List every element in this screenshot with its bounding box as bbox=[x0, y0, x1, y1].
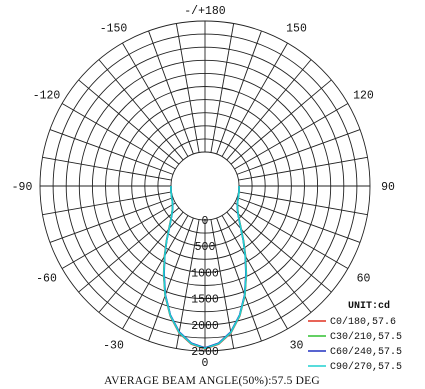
radial-label: 2500 bbox=[191, 346, 219, 359]
radial-label: 2000 bbox=[191, 320, 219, 333]
grid-spoke bbox=[42, 191, 172, 216]
grid-spoke bbox=[122, 215, 189, 330]
grid-spoke bbox=[230, 207, 332, 293]
grid-spoke bbox=[78, 79, 180, 165]
angle-label: 0 bbox=[202, 357, 209, 370]
radial-labels: 0 500 1000 1500 2000 2500 bbox=[191, 215, 219, 359]
grid-circle-hub bbox=[170, 151, 240, 221]
angle-label: -150 bbox=[100, 23, 128, 36]
grid-spoke bbox=[234, 202, 349, 269]
legend-label: C90/270,57.5 bbox=[330, 361, 402, 373]
angle-label: 60 bbox=[357, 273, 371, 286]
angle-label: 90 bbox=[381, 181, 395, 194]
series-curves bbox=[162, 185, 248, 350]
footer-beam-angle: AVERAGE BEAM ANGLE(50%):57.5 DEG bbox=[104, 375, 320, 387]
grid-spoke bbox=[226, 59, 312, 161]
angle-label: -90 bbox=[12, 181, 33, 194]
grid-spoke bbox=[175, 23, 200, 153]
grid-spoke bbox=[234, 103, 349, 170]
angle-label: 150 bbox=[286, 23, 307, 36]
radial-label: 500 bbox=[195, 241, 216, 254]
unit-label: UNIT:cd bbox=[348, 300, 390, 312]
grid-spoke bbox=[221, 42, 288, 157]
radial-label: 1000 bbox=[191, 267, 219, 280]
grid-spoke bbox=[236, 129, 361, 175]
grid-spoke bbox=[49, 129, 174, 175]
grid-spoke bbox=[122, 42, 189, 157]
grid-spoke bbox=[210, 23, 235, 153]
grid-spoke bbox=[210, 219, 235, 349]
grid-spoke bbox=[221, 215, 288, 330]
grid-spoke bbox=[42, 156, 172, 181]
grid-spoke bbox=[236, 197, 361, 243]
radial-label: 0 bbox=[202, 215, 209, 228]
grid-spoke bbox=[216, 217, 262, 342]
grid-spoke bbox=[238, 156, 368, 181]
grid-spoke bbox=[78, 207, 180, 293]
grid-spoke bbox=[216, 30, 262, 155]
grid-spoke bbox=[49, 197, 174, 243]
grid-spoke bbox=[238, 191, 368, 216]
angle-label: -120 bbox=[33, 90, 61, 103]
angle-labels: -/+180 150 -150 120 -120 90 -90 60 -60 30 -30 0 bbox=[12, 5, 395, 370]
angle-label: -30 bbox=[103, 339, 124, 352]
legend: C0/180,57.6 C30/210,57.5 C60/240,57.5 C90/2… bbox=[308, 316, 402, 373]
legend-label: C60/240,57.5 bbox=[330, 346, 402, 358]
angle-label: -60 bbox=[36, 273, 57, 286]
angle-label: 30 bbox=[290, 339, 304, 352]
grid-spoke bbox=[98, 59, 184, 161]
grid-spoke bbox=[175, 219, 200, 349]
grid-spoke bbox=[148, 30, 194, 155]
radial-label: 1500 bbox=[191, 294, 219, 307]
angle-label: -/+180 bbox=[184, 5, 226, 18]
series-curve-3 bbox=[162, 185, 248, 350]
grid-spoke bbox=[61, 103, 176, 170]
legend-label: C30/210,57.5 bbox=[330, 331, 402, 343]
angle-label: 120 bbox=[353, 90, 374, 103]
legend-label: C0/180,57.6 bbox=[330, 316, 396, 328]
grid-spoke bbox=[61, 202, 176, 269]
grid-spoke bbox=[148, 217, 194, 342]
grid-spoke bbox=[230, 79, 332, 165]
